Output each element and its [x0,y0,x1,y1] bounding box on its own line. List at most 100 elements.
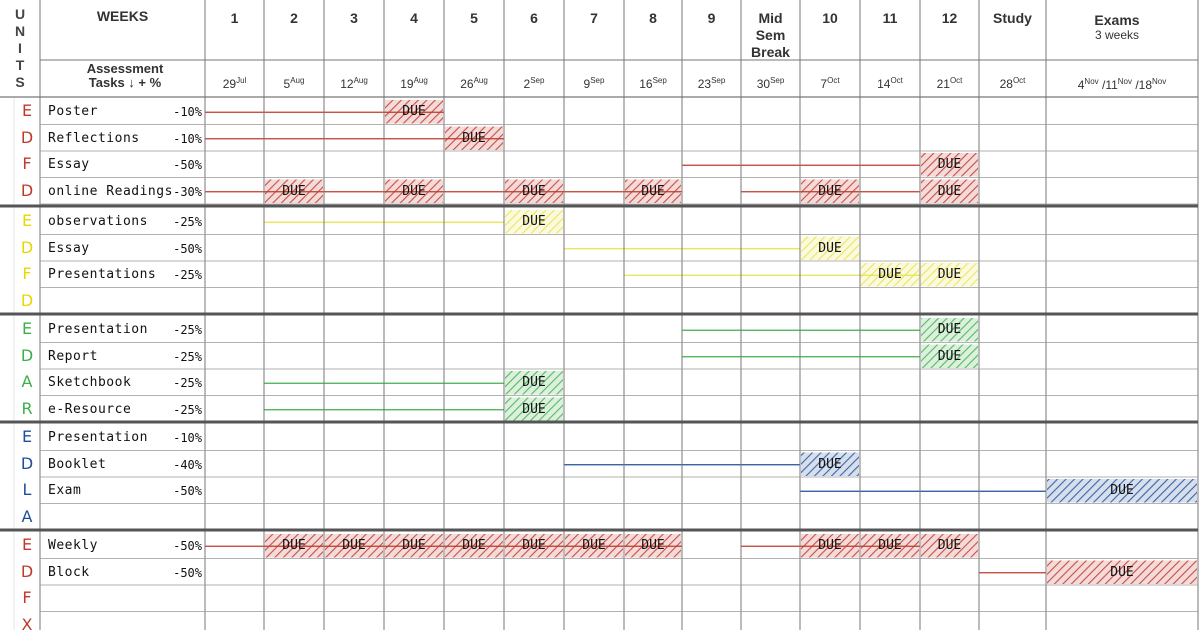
week-date: 30Sep [756,76,785,91]
week-number: 9 [707,10,716,26]
unit-letter: F [22,154,32,173]
task-percentage: -25% [173,268,202,282]
task-name: Poster [48,104,98,119]
week-date: 12Aug [340,76,368,91]
week-date: 21Oct [936,76,963,91]
week-date: 7Oct [820,76,840,91]
unit-letter: E [21,101,33,120]
task-name: Essay [48,240,90,256]
due-cell-shading [921,534,978,558]
task-percentage: -30% [173,184,202,199]
week-date: 9Sep [583,76,605,91]
week-number: 2 [290,10,298,26]
due-marker: DUE [641,538,665,553]
unit-letter: A [21,372,33,391]
task-percentage: -25% [173,402,202,417]
task-percentage: -40% [173,457,202,472]
task-percentage: -10% [173,131,202,146]
unit-letter: D [20,180,34,200]
task-percentage: -25% [173,215,202,229]
unit-letter: E [21,319,33,338]
task-name: Reflections [48,130,140,146]
week-date: 5Aug [283,76,305,91]
due-marker: DUE [342,538,366,553]
unit-letter: E [21,535,33,554]
due-marker: DUE [522,375,546,390]
week-number: 1 [230,10,239,26]
due-marker: DUE [641,183,665,199]
task-percentage: -50% [173,539,202,553]
unit-letter: D [20,127,34,147]
due-shading-layer [265,100,1197,584]
due-marker: DUE [522,214,546,229]
due-marker: DUE [1110,564,1134,580]
week-number: 7 [590,10,598,26]
assessment-label-line1: Assessment [86,61,164,76]
unit-letter: R [21,398,33,418]
week-number: 11 [882,10,898,26]
task-name: Block [48,564,90,580]
units-letter: U [14,6,26,22]
week-date: 14Oct [877,76,903,91]
due-marker: DUE [282,538,306,553]
unit-letter: L [22,480,32,499]
due-marker: DUE [522,401,546,417]
unit-letter: F [22,264,32,283]
units-letter: T [15,57,25,73]
task-name: Presentation [48,322,148,337]
week-number: 10 [822,10,838,26]
task-name: Report [48,348,98,364]
task-name: Exam [48,483,82,498]
week-date: 26Aug [460,76,488,91]
due-marker: DUE [818,538,842,553]
due-marker: DUE [462,538,486,553]
due-marker: DUE [402,183,426,199]
task-percentage: -25% [173,323,202,337]
task-name: e-Resource [48,401,132,417]
due-marker: DUE [937,157,962,172]
week-number: 8 [649,10,657,26]
week-number: Mid Sem Break [751,10,790,60]
task-name: Weekly [48,538,98,553]
exams-header: Exams 3 weeks [1047,12,1187,42]
task-percentage: -50% [173,484,202,498]
unit-letter: X [21,614,33,634]
due-cell-shading [505,371,563,395]
due-marker: DUE [402,104,426,119]
due-cell-shading [801,236,859,260]
due-cell-shading [921,344,978,368]
week-number: 4 [410,10,418,26]
task-name: Sketchbook [48,375,132,390]
unit-letter: E [21,211,33,230]
week-date: 19Aug [400,76,428,91]
task-name: Essay [48,157,90,172]
task-name: observations [48,214,148,229]
unit-letter: A [21,506,33,526]
due-cell-shading [1047,479,1197,503]
due-marker: DUE [937,322,962,337]
due-marker: DUE [1110,483,1134,498]
due-marker: DUE [582,538,606,553]
unit-letter: F [22,588,32,607]
task-percentage: -25% [173,376,202,390]
week-number: Study [993,10,1032,26]
exams-sub: 3 weeks [1094,28,1140,42]
week-number: 3 [350,10,358,26]
week-number: 6 [530,10,538,26]
unit-letter: E [21,427,33,446]
unit-letter: D [20,561,34,581]
task-percentage: -10% [173,431,202,445]
due-marker: DUE [818,240,842,256]
due-cell-shading [921,318,978,342]
assessment-label-line2: Tasks ↓ + % [88,75,162,90]
due-marker: DUE [282,183,306,199]
task-name: online Readings [48,183,173,199]
timeline-line-layer [205,111,1046,574]
due-marker: DUE [462,130,486,146]
due-cell-shading [921,263,978,287]
due-marker: DUE [878,267,902,282]
week-number: 12 [941,10,958,26]
due-cell-shading [921,179,978,203]
